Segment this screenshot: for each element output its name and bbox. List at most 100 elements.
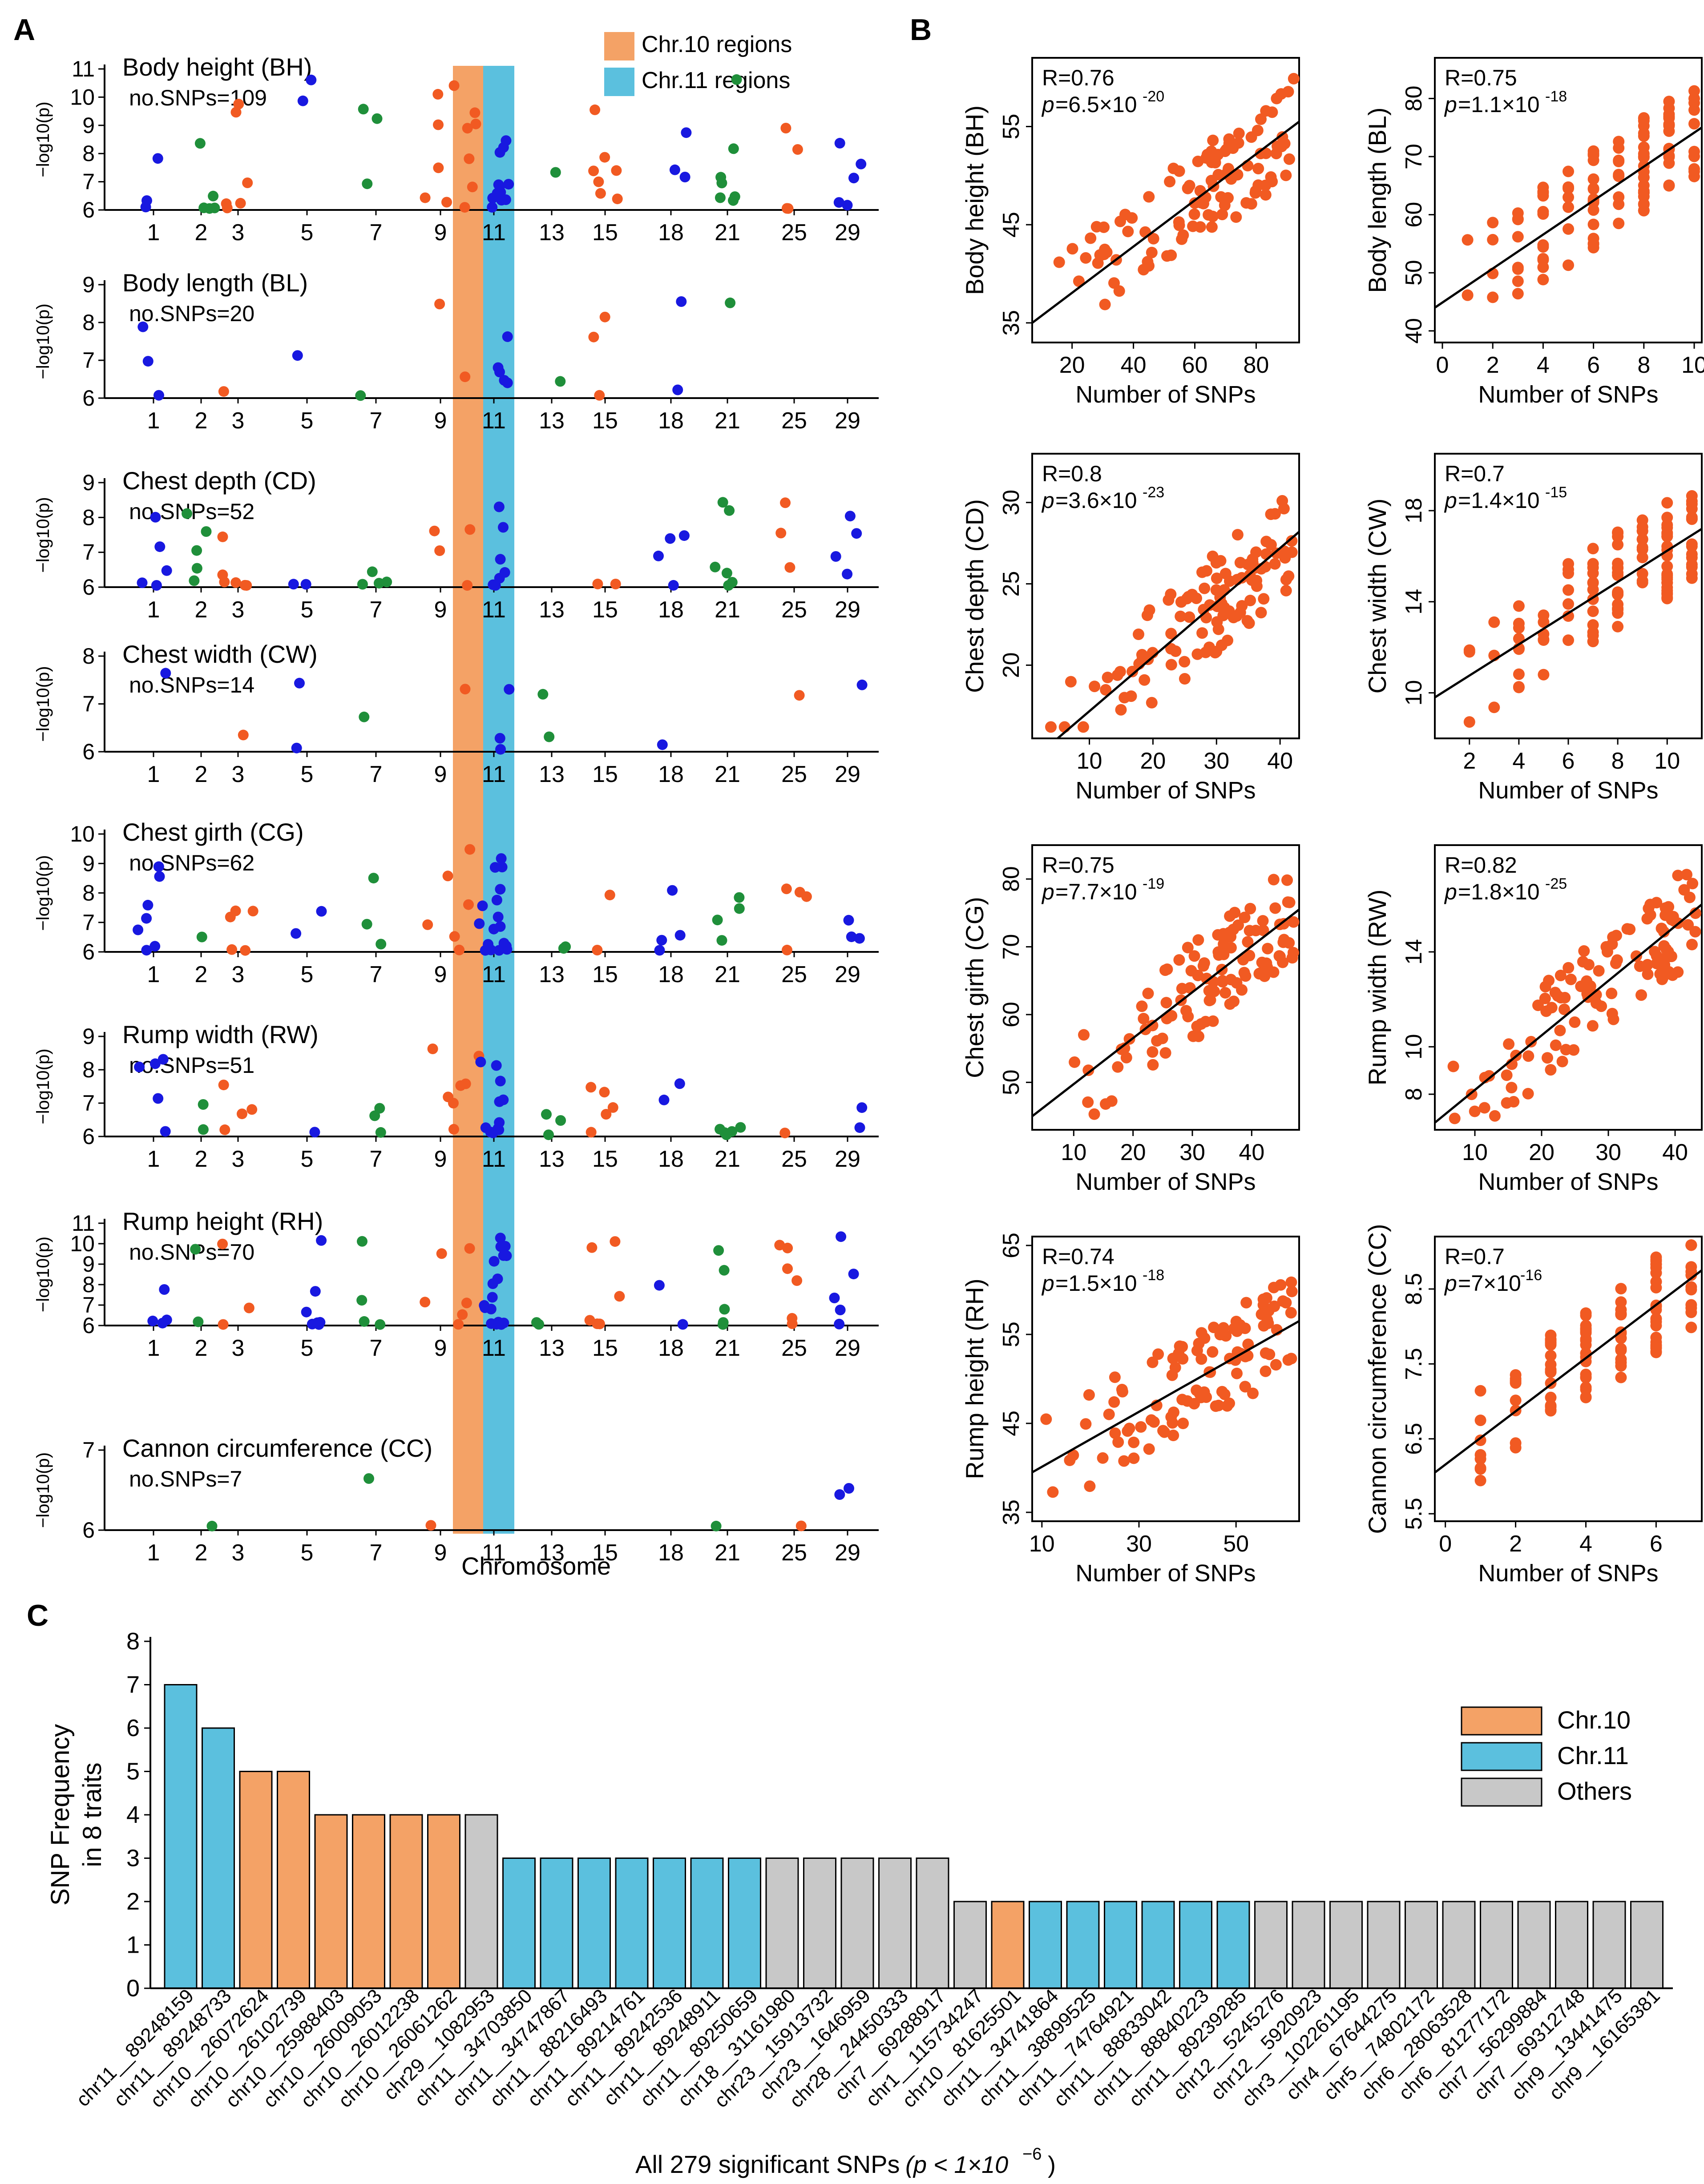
snp-point	[367, 566, 378, 577]
snp-point	[719, 1304, 730, 1315]
p-value: =1.4×10	[1458, 488, 1540, 513]
scatter-point	[1168, 1406, 1179, 1418]
scatter-point	[1587, 1020, 1599, 1032]
snp-point	[834, 1489, 845, 1500]
scatter-point	[1127, 665, 1139, 677]
y-tick-label: 3	[126, 1845, 140, 1872]
scatter-point	[1206, 221, 1218, 233]
snp-point	[493, 911, 504, 923]
snp-point	[243, 1302, 254, 1314]
scatter-point	[1250, 185, 1262, 197]
chr10-region-band	[453, 66, 483, 1534]
chromosome-tick-label: 1	[147, 1146, 160, 1172]
scatter-point	[1545, 1336, 1557, 1348]
scatter-point	[1563, 201, 1574, 213]
scatter-point	[1159, 1047, 1171, 1059]
scatter-point	[1538, 609, 1550, 621]
y-tick-label: 4	[126, 1801, 140, 1828]
scatter-point	[1615, 1371, 1627, 1383]
chromosome-tick-label: 11	[482, 1540, 506, 1566]
y-tick-label: 55	[998, 1322, 1024, 1347]
snp-point	[448, 1124, 459, 1135]
y-tick-label: 40	[1401, 318, 1427, 344]
correlation-r: R=0.75	[1445, 65, 1517, 90]
panel-label-c: C	[27, 1599, 48, 1632]
snp-point	[784, 562, 795, 573]
scatter-point	[1256, 956, 1268, 968]
scatter-point	[1537, 208, 1549, 220]
scatter-point	[1661, 530, 1673, 542]
snp-point	[780, 497, 791, 508]
regression-line	[1057, 531, 1300, 739]
snp-point	[218, 386, 229, 397]
scatter-point	[1092, 257, 1104, 269]
snp-point	[141, 913, 152, 924]
snp-point	[610, 579, 621, 589]
snp-point	[469, 107, 481, 118]
y-tick-label: 5.5	[1401, 1498, 1427, 1530]
scatter-point	[1085, 232, 1097, 244]
y-tick-label: 45	[998, 212, 1024, 238]
scatter-point	[1268, 966, 1280, 978]
scatter-point	[1474, 1414, 1486, 1426]
bar-chr10__81625501	[991, 1901, 1025, 1989]
y-axis-label: Chest depth (CD)	[961, 499, 989, 693]
scatter-point	[1223, 575, 1236, 587]
scatter-point	[1255, 113, 1267, 125]
x-tick-label: 8	[1637, 352, 1650, 378]
scatter-point	[1174, 1340, 1186, 1352]
chromosome-tick-label: 18	[658, 762, 684, 787]
x-tick-label: 40	[1239, 1140, 1264, 1165]
snp-point	[359, 1316, 370, 1327]
scatter-point	[1638, 127, 1650, 139]
bar-chr11__34741864	[1029, 1901, 1062, 1989]
scatter-point	[1510, 1373, 1522, 1385]
snp-point	[222, 202, 233, 214]
y-tick-label: 14	[1401, 939, 1427, 965]
scatter-point	[1145, 1414, 1157, 1426]
scatter-point	[1078, 1029, 1090, 1041]
x-tick-label: 20	[1120, 1140, 1146, 1165]
scatter-point	[1663, 179, 1675, 191]
scatter-point	[1644, 899, 1656, 911]
scatter-point	[1284, 896, 1296, 908]
scatter-point	[1539, 992, 1551, 1004]
scatter-panel-6: 10 20 30 40 8 10 14 Number of SNPs Rump width (R…	[1363, 844, 1703, 1195]
scatter-point	[1164, 176, 1176, 188]
y-axis-label: −log10(p)	[33, 666, 53, 741]
scatter-point	[1689, 926, 1701, 938]
snp-point	[153, 1093, 164, 1104]
scatter-point	[1069, 1056, 1081, 1068]
scatter-point	[1563, 182, 1574, 194]
snp-point	[300, 579, 311, 590]
snp-point	[371, 113, 383, 124]
snp-point	[723, 580, 734, 591]
bar-chr5__74802172	[1405, 1901, 1438, 1989]
scatter-point	[1615, 1283, 1627, 1295]
bar-chr11__89214761	[615, 1858, 649, 1989]
chromosome-tick-label: 29	[835, 762, 860, 787]
snp-point	[502, 377, 513, 388]
scatter-point	[1474, 1385, 1486, 1397]
x-tick-label: 30	[1126, 1531, 1152, 1557]
snp-point	[161, 565, 172, 576]
chromosome-tick-label: 5	[301, 220, 314, 246]
scatter-point	[1207, 1015, 1219, 1027]
scatter-point	[1606, 938, 1618, 950]
y-axis-label: Rump width (RW)	[1363, 890, 1391, 1086]
plot-frame	[1031, 453, 1300, 739]
snp-point	[246, 1104, 258, 1115]
scatter-point	[1554, 1024, 1566, 1036]
y-tick-label: 7	[82, 910, 95, 935]
snp-point	[357, 1236, 367, 1247]
scatter-point	[1513, 600, 1525, 612]
regression-line	[1434, 528, 1703, 698]
scatter-point	[1268, 1300, 1280, 1312]
snp-point	[543, 1129, 554, 1140]
snp-point	[493, 1124, 505, 1136]
chromosome-tick-label: 2	[195, 762, 208, 787]
chromosome-tick-label: 2	[195, 1540, 208, 1566]
scatter-point	[1188, 1398, 1200, 1410]
chromosome-tick-label: 5	[301, 597, 314, 623]
scatter-point	[1199, 1390, 1211, 1402]
